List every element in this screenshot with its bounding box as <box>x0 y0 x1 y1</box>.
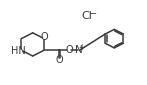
Text: N: N <box>75 45 82 55</box>
Text: +: + <box>78 43 85 52</box>
Text: O: O <box>55 55 63 65</box>
Text: −: − <box>89 9 97 19</box>
Text: Cl: Cl <box>81 11 92 21</box>
Text: HN: HN <box>11 46 26 56</box>
Text: O: O <box>40 32 48 42</box>
Text: O: O <box>65 45 73 55</box>
